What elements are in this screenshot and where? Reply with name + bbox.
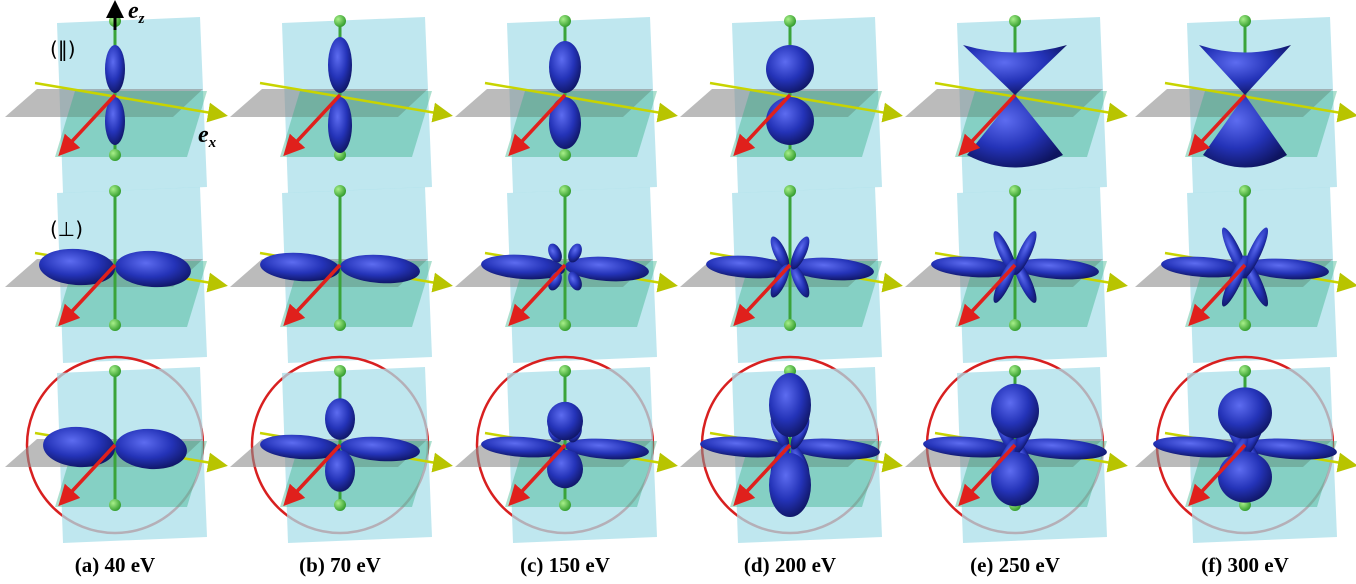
panel xyxy=(905,185,1123,363)
z-ball xyxy=(109,149,121,161)
lobe xyxy=(766,45,814,93)
panels xyxy=(5,15,1353,543)
x-axis-label: ex xyxy=(198,122,217,151)
z-ball xyxy=(1239,185,1251,197)
row-label: (‖) xyxy=(50,37,76,61)
lobe xyxy=(325,398,355,440)
caption: (c) 150 eV xyxy=(520,553,610,577)
panel xyxy=(905,15,1123,193)
z-ball xyxy=(1239,365,1251,377)
z-ball xyxy=(784,185,796,197)
lobe xyxy=(547,402,583,440)
z-ball xyxy=(559,365,571,377)
z-ball xyxy=(559,185,571,197)
panel xyxy=(680,185,898,363)
z-ball xyxy=(109,319,121,331)
lobe xyxy=(769,373,811,437)
panel xyxy=(5,15,223,193)
panel xyxy=(680,15,898,193)
lobe xyxy=(1218,451,1272,502)
panel xyxy=(1135,15,1353,193)
lobe xyxy=(991,384,1039,438)
row-label: (⊥) xyxy=(50,217,83,241)
panel xyxy=(680,357,898,543)
lobe xyxy=(105,45,125,93)
z-ball xyxy=(784,149,796,161)
z-ball xyxy=(559,499,571,511)
panel xyxy=(1135,357,1353,543)
diagonal-plane xyxy=(55,91,207,157)
z-ball xyxy=(1009,15,1021,27)
panel xyxy=(1135,185,1353,363)
z-ball xyxy=(784,319,796,331)
z-ball xyxy=(559,319,571,331)
panel xyxy=(455,185,673,363)
panel xyxy=(230,185,448,363)
z-ball xyxy=(334,499,346,511)
lobe xyxy=(766,97,814,145)
panel xyxy=(455,357,673,543)
z-ball xyxy=(334,365,346,377)
caption: (a) 40 eV xyxy=(75,553,155,577)
panel xyxy=(5,357,223,543)
z-ball xyxy=(1009,319,1021,331)
z-ball xyxy=(334,319,346,331)
z-ball xyxy=(1009,365,1021,377)
lobe xyxy=(1218,387,1272,438)
panel xyxy=(905,357,1123,543)
z-ball xyxy=(1239,15,1251,27)
panel xyxy=(5,185,223,363)
z-ball xyxy=(334,185,346,197)
z-ball xyxy=(109,365,121,377)
z-ball xyxy=(334,15,346,27)
diagonal-plane xyxy=(280,91,432,157)
figure: ez ex (‖) (⊥) (a) 40 eV (b) 70 eV (c) 150 … xyxy=(0,0,1356,584)
lobe xyxy=(328,37,352,93)
lobe xyxy=(549,41,581,93)
diagonal-plane xyxy=(505,91,657,157)
caption: (e) 250 eV xyxy=(970,553,1060,577)
z-ball xyxy=(559,149,571,161)
caption: (b) 70 eV xyxy=(299,553,381,577)
z-ball xyxy=(784,15,796,27)
z-ball xyxy=(1239,319,1251,331)
lobe xyxy=(991,452,1039,506)
z-ball xyxy=(109,499,121,511)
z-axis-label: ez xyxy=(128,0,145,27)
z-ball xyxy=(559,15,571,27)
caption: (f) 300 eV xyxy=(1201,553,1288,577)
z-ball xyxy=(109,185,121,197)
caption: (d) 200 eV xyxy=(744,553,836,577)
lobe xyxy=(547,450,583,488)
panel xyxy=(230,357,448,543)
panel xyxy=(230,15,448,193)
captions: (a) 40 eV (b) 70 eV (c) 150 eV (d) 200 eV (e… xyxy=(75,553,1289,577)
z-ball xyxy=(1009,185,1021,197)
panel xyxy=(455,15,673,193)
